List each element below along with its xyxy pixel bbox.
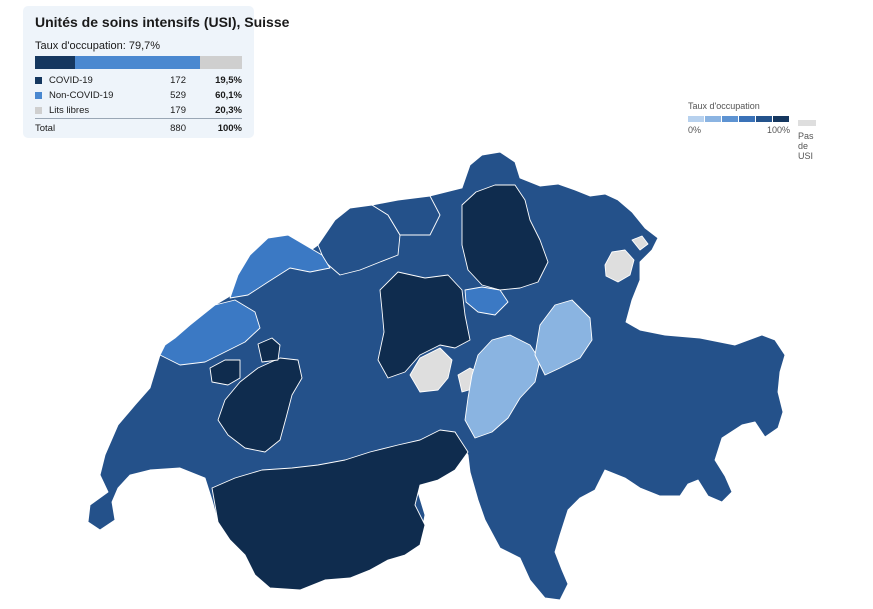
canton-appenzell-inner [631, 235, 649, 251]
canton-glarus [534, 299, 593, 376]
canton-valais [211, 429, 469, 591]
row-count: 529 [170, 90, 186, 101]
map-legend: Taux d'occupation 0% 100% Pas de USI [688, 101, 816, 161]
legend-color-ramp [688, 116, 790, 122]
no-data-label: Pas de USI [798, 131, 814, 161]
ramp-step [773, 116, 789, 122]
total-row: Total 880 100% [35, 118, 242, 136]
row-percent: 19,5% [215, 75, 242, 86]
table-row: COVID-19 172 19,5% [35, 73, 242, 88]
occupancy-stacked-bar [35, 56, 242, 69]
canton-zug [464, 286, 509, 316]
covid-swatch [35, 76, 42, 84]
non-covid-swatch [35, 91, 42, 99]
ramp-step [722, 116, 738, 122]
ramp-step [756, 116, 772, 122]
canton-uri [464, 334, 541, 439]
row-label: Lits libres [49, 105, 90, 116]
legend-no-data: Pas de USI [798, 118, 816, 161]
summary-title: Unités de soins intensifs (USI), Suisse [35, 14, 290, 30]
canton-lucerne [377, 271, 471, 379]
summary-card: Unités de soins intensifs (USI), Suisse … [23, 6, 290, 138]
row-label: COVID-19 [49, 75, 93, 86]
row-count: 179 [170, 105, 186, 116]
canton-fribourg-enclave [209, 359, 241, 386]
total-percent: 100% [186, 118, 242, 136]
canton-fribourg-enclave-2 [257, 337, 281, 363]
canton-solothurn [317, 204, 401, 276]
bed-breakdown-table: COVID-19 172 19,5% Non-COVID-19 529 60,1… [35, 73, 242, 136]
row-count: 172 [170, 75, 186, 86]
total-count: 880 [146, 118, 186, 136]
legend-min-label: 0% [688, 125, 702, 135]
row-label: Non-COVID-19 [49, 90, 114, 101]
table-row: Lits libres 179 20,3% [35, 103, 242, 119]
free-beds-swatch [35, 106, 42, 114]
occupancy-rate: Taux d'occupation: 79,7% [35, 40, 161, 52]
canton-appenzell [604, 249, 635, 283]
table-row: Non-COVID-19 529 60,1% [35, 88, 242, 103]
stack-segment-free-beds [199, 56, 242, 69]
legend-max-label: 100% [766, 125, 790, 135]
canton-zurich [461, 184, 549, 291]
canton-obwalden [409, 347, 453, 393]
stack-segment-covid [35, 56, 76, 69]
canton-neuchatel [159, 299, 261, 366]
stack-segment-non-covid [75, 56, 200, 69]
canton-jura [229, 234, 331, 299]
legend-title: Taux d'occupation [688, 101, 760, 111]
canton-basel-landschaft [371, 195, 441, 236]
ramp-step [739, 116, 755, 122]
row-percent: 20,3% [215, 105, 242, 116]
no-data-swatch [798, 120, 816, 126]
row-percent: 60,1% [215, 90, 242, 101]
ramp-step [705, 116, 721, 122]
ramp-step [688, 116, 704, 122]
canton-fribourg [217, 357, 303, 453]
total-label: Total [35, 118, 146, 136]
